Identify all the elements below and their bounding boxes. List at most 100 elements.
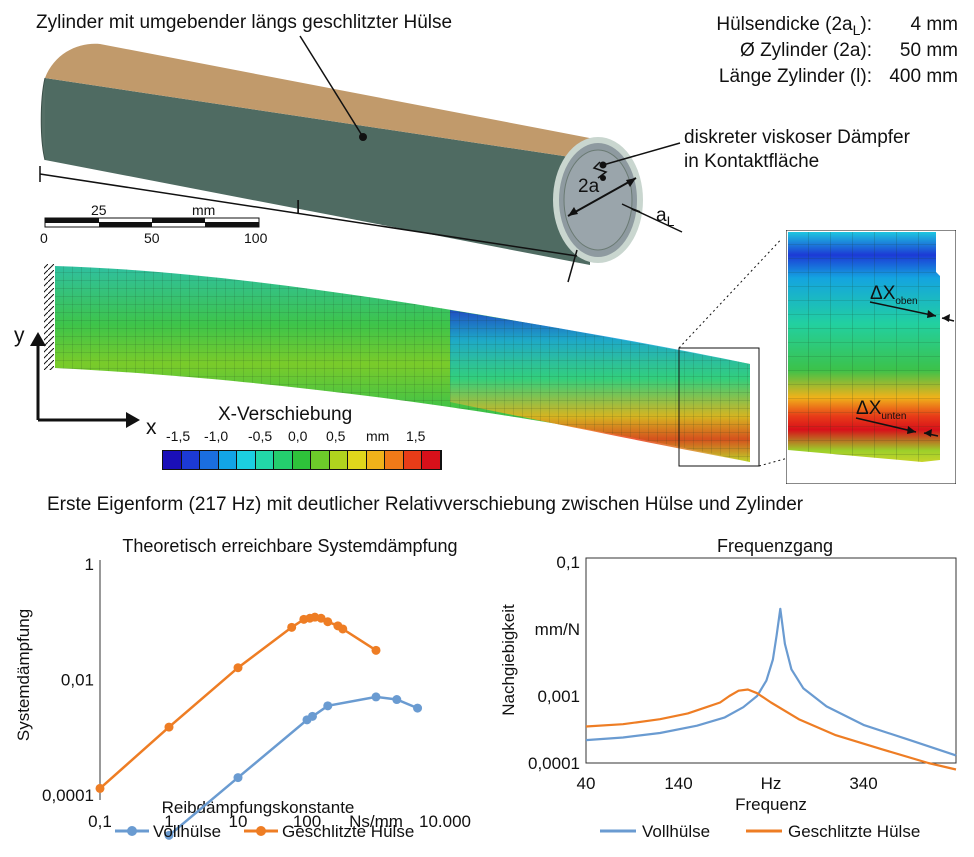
colorbar-tick: mm (366, 428, 390, 444)
damper-label-line2: in Kontaktfläche (684, 151, 820, 172)
cylinder-body (45, 78, 590, 265)
x-axis-label: Reibdämpfungskonstante (162, 798, 355, 817)
cylinder-illustration (39, 35, 683, 283)
y-tick-label: 0,01 (61, 671, 94, 690)
colorbar-swatch (274, 451, 293, 469)
colorbar-tick: 1,5 (406, 428, 426, 444)
data-point (323, 617, 333, 627)
colorbar-swatch (163, 451, 182, 469)
legend-marker (127, 826, 137, 836)
x-tick-label: 140 (664, 774, 692, 793)
y-axis-label: Systemdämpfung (14, 609, 33, 741)
colorbar-swatch (366, 451, 386, 469)
x-tick-label: Hz (761, 774, 782, 793)
colorbar (162, 450, 442, 470)
y-tick-label: 0,0001 (528, 754, 580, 773)
colorbar-swatch (385, 451, 404, 469)
legend-label: Geschlitzte Hülse (788, 822, 920, 841)
param-label-0: Hülsendicke (2aL): (716, 14, 872, 38)
chart-title: Frequenzgang (717, 536, 833, 556)
x-tick-label: 340 (849, 774, 877, 793)
data-point (95, 783, 105, 793)
colorbar-tick: 0,0 (288, 428, 308, 444)
y-tick-label: 1 (85, 555, 94, 574)
legend-label: Vollhülse (642, 822, 710, 841)
dim-length-label: l (296, 198, 301, 219)
data-point (233, 663, 243, 673)
dx-bottom-label: ΔXunten (856, 398, 907, 422)
colorbar-tick: -1,0 (204, 428, 229, 444)
colorbar-swatch (218, 451, 238, 469)
data-point (413, 703, 423, 713)
colorbar-swatch (181, 451, 201, 469)
series-line-geschlitzte-huelse (585, 688, 957, 771)
data-point (371, 692, 381, 702)
dx-top-label: ΔXoben (870, 283, 918, 307)
legend-marker (256, 826, 266, 836)
colorbar-title: X-Verschiebung (218, 404, 353, 425)
series-line-vollhuelse (585, 607, 957, 757)
y-tick-label: 0,0001 (42, 786, 94, 805)
colorbar-swatch (200, 451, 219, 469)
detail-zoom (786, 230, 956, 484)
series-line-geschlitzte-huelse (99, 615, 377, 790)
scale-tick-50: 50 (144, 230, 160, 246)
param-value-1: 50 mm (899, 40, 958, 61)
axis-x-label: x (146, 416, 157, 439)
data-point (233, 773, 243, 783)
y-axis-label: Nachgiebigkeit (499, 604, 518, 716)
dim-2a-label: 2a (578, 176, 600, 197)
param-label-1: Ø Zylinder (2a): (740, 40, 872, 61)
y-tick-label: 0,001 (537, 687, 580, 706)
colorbar-tick: -1,5 (166, 428, 191, 444)
data-point (164, 830, 174, 840)
dim-aL-label: aL (656, 205, 675, 229)
legend-label: Geschlitzte Hülse (282, 822, 414, 841)
param-label-2: Länge Zylinder (l): (718, 66, 872, 87)
colorbar-ticks: -1,5 -1,0 -0,5 0,0 0,5 mm 1,5 (162, 428, 444, 446)
x-tick-label: 10 (229, 812, 248, 831)
axis-y-label: y (14, 324, 25, 347)
scale-tick-top-25: 25 (91, 202, 107, 218)
colorbar-tick: 0,5 (326, 428, 346, 444)
fe-mode-shape (30, 240, 789, 467)
data-point (307, 711, 317, 721)
data-point (164, 722, 174, 732)
y-tick-label: mm/N (535, 620, 580, 639)
damping-chart: Theoretisch erreichbare Systemdämpfung10… (14, 536, 471, 841)
x-tick-label: 1 (164, 812, 173, 831)
colorbar-swatch (255, 451, 275, 469)
chart-title: Theoretisch erreichbare Systemdämpfung (122, 536, 457, 556)
data-point (371, 645, 381, 655)
x-tick-label: 0,1 (88, 812, 112, 831)
x-tick-label: 10.000 (419, 812, 471, 831)
colorbar-swatch (329, 451, 349, 469)
data-point (316, 613, 326, 623)
scale-tick-100: 100 (244, 230, 268, 246)
damper-label-line1: diskreter viskoser Dämpfer (684, 127, 910, 148)
data-point (323, 701, 333, 711)
x-tick-label: 40 (577, 774, 596, 793)
colorbar-swatch (311, 451, 330, 469)
colorbar-swatch (348, 451, 367, 469)
data-point (338, 624, 348, 634)
legend-label: Vollhülse (153, 822, 221, 841)
x-axis-label: Frequenz (735, 795, 807, 814)
scale-unit: mm (192, 202, 216, 218)
param-value-2: 400 mm (889, 66, 958, 87)
data-point (287, 622, 297, 632)
data-point (392, 695, 402, 705)
scale-tick-0: 0 (40, 230, 48, 246)
colorbar-swatch (422, 451, 441, 469)
colorbar-tick: -0,5 (248, 428, 273, 444)
colorbar-swatch (403, 451, 423, 469)
y-tick-label: 0,1 (556, 553, 580, 572)
colorbar-swatch (237, 451, 256, 469)
plot-frame (585, 557, 957, 764)
cylinder-title: Zylinder mit umgebender längs geschlitzt… (36, 12, 453, 33)
figure-caption: Erste Eigenform (217 Hz) mit deutlicher … (47, 494, 804, 515)
param-value-0: 4 mm (910, 14, 959, 35)
detail-box (678, 347, 760, 467)
sleeve-surface (45, 43, 600, 160)
